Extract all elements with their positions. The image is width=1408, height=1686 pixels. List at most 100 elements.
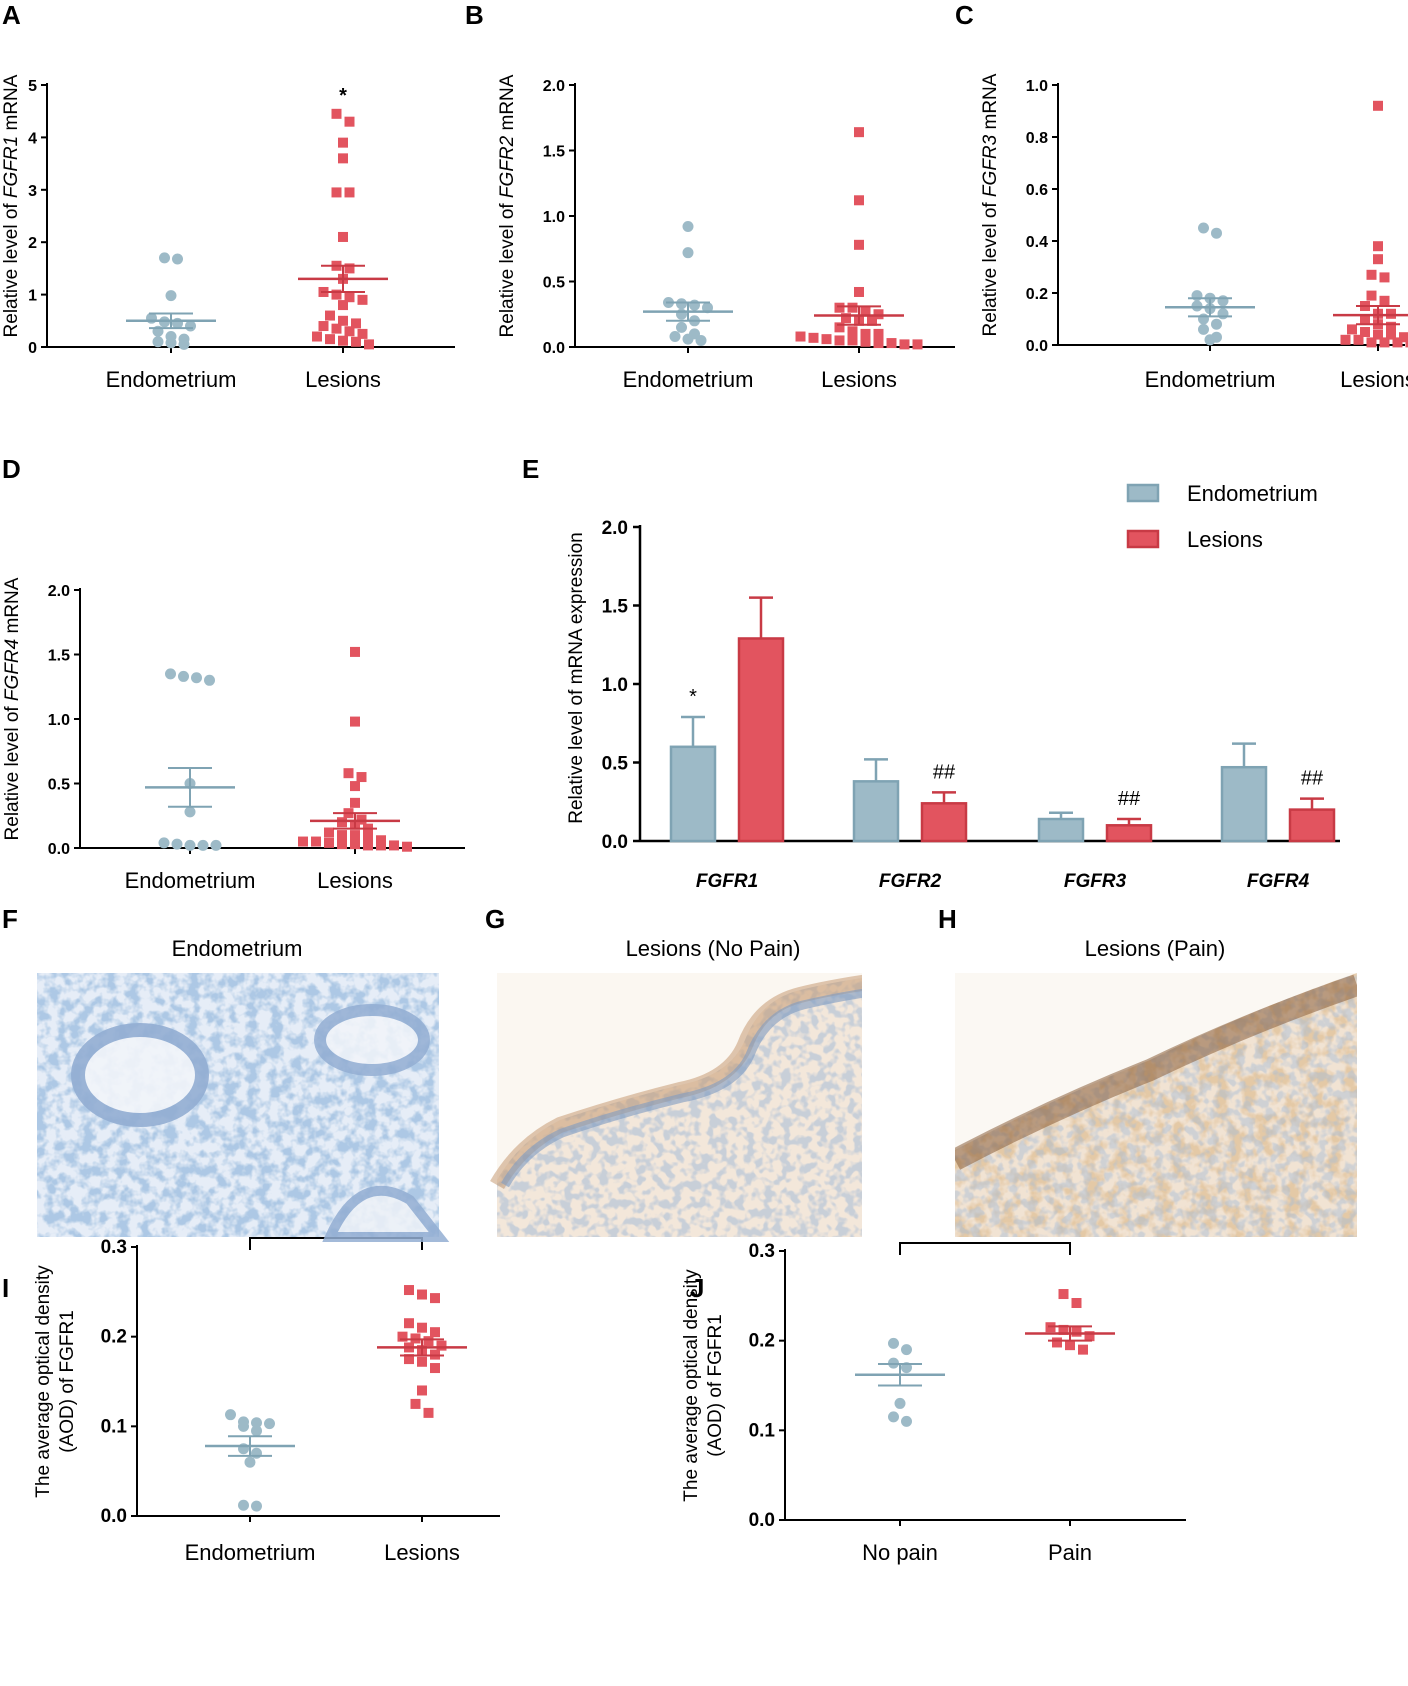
y-tick-label: 1.0 xyxy=(543,209,565,226)
panel-letter-h: H xyxy=(938,904,957,934)
data-point-lesions xyxy=(356,772,367,783)
data-point-lesions xyxy=(1386,329,1396,340)
data-point-endometrium xyxy=(251,1417,262,1429)
y-axis-label-gene: FGFR3 xyxy=(980,134,1001,197)
data-point-endometrium xyxy=(264,1418,275,1430)
bar-panel-mrna-expression: 0.0 0.5 1.0 1.5 2.0 Relative level of mRNA ex… xyxy=(566,481,1340,892)
scatter-panel-fgfr4: 0.0 0.5 1.0 1.5 2.0 Endometrium Lesions Relativ… xyxy=(2,577,465,893)
data-point-lesions xyxy=(389,840,399,851)
data-point-lesions xyxy=(854,239,864,250)
y-tick-label: 3 xyxy=(28,183,37,200)
y-axis-label-line1: The average optical density xyxy=(681,1269,702,1502)
data-point-lesions xyxy=(324,837,334,848)
y-tick-label: 0.0 xyxy=(1026,338,1048,355)
data-point-endometrium xyxy=(1211,318,1222,330)
data-point-lesions xyxy=(834,322,845,333)
x-category-label: Lesions xyxy=(384,1540,460,1565)
data-point-lesions xyxy=(350,646,360,657)
data-point-no-pain xyxy=(888,1337,899,1349)
data-point-lesions xyxy=(344,116,355,127)
data-point-lesions xyxy=(324,827,334,838)
data-point-lesions xyxy=(376,840,386,851)
x-category-label: Lesions xyxy=(821,367,897,392)
data-point-lesions xyxy=(860,328,871,339)
y-tick-label: 1 xyxy=(28,288,37,305)
data-point-lesions xyxy=(1360,327,1370,337)
y-tick-label: 0.5 xyxy=(48,777,70,794)
y-tick-label: 2 xyxy=(28,235,37,252)
data-point-lesions xyxy=(1379,295,1390,306)
data-point-endometrium xyxy=(682,247,694,259)
data-point-lesions xyxy=(1386,321,1396,332)
data-point-lesions xyxy=(356,814,367,825)
data-point-lesions xyxy=(325,334,335,345)
data-point-endometrium xyxy=(178,670,189,682)
data-point-pain xyxy=(1078,1344,1088,1355)
significance-label: * xyxy=(339,85,347,107)
panel-letter-b: B xyxy=(465,0,484,30)
data-point-lesions xyxy=(351,318,361,329)
data-point-lesions xyxy=(337,839,347,850)
significance-bracket xyxy=(899,1242,1071,1255)
bar-lesions xyxy=(737,637,785,843)
x-category-label: Endometrium xyxy=(106,367,237,392)
scatter-panel-aod-pain: 0.0 0.1 0.2 0.3 No pain Pain The average optic… xyxy=(681,1216,1186,1565)
y-tick-label: 0.5 xyxy=(602,754,629,775)
y-tick-label: 1.0 xyxy=(48,712,70,729)
y-tick-label: 0.5 xyxy=(543,275,565,292)
data-point-lesions xyxy=(417,1289,427,1300)
y-tick-label: 4 xyxy=(28,130,37,147)
y-tick-label: 5 xyxy=(28,78,37,95)
data-point-lesions xyxy=(1379,337,1390,348)
y-axis-label: Relative level of FGFR3 mRNA xyxy=(980,73,1001,336)
x-category-label: Lesions xyxy=(305,367,381,392)
data-point-lesions xyxy=(847,326,858,337)
data-point-lesions xyxy=(834,302,845,313)
data-point-lesions xyxy=(350,716,360,727)
data-point-endometrium xyxy=(165,337,177,349)
data-point-endometrium xyxy=(158,837,170,849)
data-point-endometrium xyxy=(676,321,687,333)
data-point-lesions xyxy=(1373,241,1383,252)
y-tick-label: 0.0 xyxy=(101,1506,127,1527)
data-point-lesions xyxy=(1399,332,1408,343)
y-tick-label: 0.2 xyxy=(1026,286,1048,303)
y-tick-label: 2.0 xyxy=(48,583,70,600)
data-point-endometrium xyxy=(204,674,215,686)
data-point-lesions xyxy=(1373,100,1383,111)
data-point-pain xyxy=(1071,1326,1082,1337)
y-tick-label: 1.5 xyxy=(543,144,565,161)
data-point-lesions xyxy=(410,1398,421,1409)
data-point-endometrium xyxy=(171,838,183,850)
x-category-label: Endometrium xyxy=(125,868,256,893)
data-point-lesions xyxy=(363,832,373,843)
data-point-lesions xyxy=(847,335,858,346)
panel-letter-i: I xyxy=(2,1273,9,1303)
data-point-endometrium xyxy=(185,320,196,332)
data-point-lesions xyxy=(1347,324,1357,335)
data-point-endometrium xyxy=(238,1499,249,1511)
data-point-endometrium xyxy=(1198,222,1209,234)
data-point-lesions xyxy=(834,335,845,346)
data-point-lesions xyxy=(873,338,884,349)
data-point-lesions xyxy=(1405,337,1408,348)
data-point-lesions xyxy=(860,306,871,317)
data-point-pain xyxy=(1065,1340,1075,1351)
data-point-lesions xyxy=(337,830,347,841)
y-tick-label: 0.4 xyxy=(1026,234,1048,251)
y-axis-label-gene: FGFR4 xyxy=(2,639,23,701)
data-point-pain xyxy=(1058,1289,1069,1300)
data-point-endometrium xyxy=(178,338,190,350)
data-point-lesions xyxy=(318,321,329,332)
data-point-endometrium xyxy=(1198,323,1209,335)
data-point-endometrium xyxy=(152,336,164,348)
data-point-endometrium xyxy=(244,1456,256,1468)
data-point-lesions xyxy=(436,1340,447,1351)
bar-endometrium xyxy=(1037,817,1085,843)
data-point-endometrium xyxy=(1198,313,1209,325)
data-point-lesions xyxy=(417,1356,427,1367)
significance-label: ## xyxy=(933,761,956,783)
data-point-lesions xyxy=(873,309,884,320)
data-point-lesions xyxy=(841,313,851,324)
